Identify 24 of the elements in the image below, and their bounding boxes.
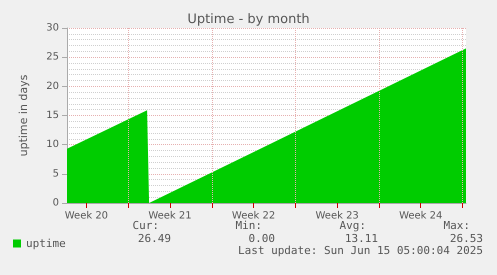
text: Min: <box>236 219 262 232</box>
y-tick-label: 15 <box>46 110 59 121</box>
y-tick-label: 10 <box>46 139 59 150</box>
x-tick-label: Week 22 <box>232 210 276 222</box>
y-tick-label: 0 <box>52 198 59 208</box>
legend-label: uptime <box>26 237 66 250</box>
y-tick-label: 30 <box>46 22 59 34</box>
text: 26.53 <box>450 232 483 245</box>
text: 26.49 <box>138 232 171 245</box>
x-tick-label: Week 24 <box>399 210 442 222</box>
y-tick-label: 5 <box>52 168 59 180</box>
y-axis-title: uptime in days <box>17 74 30 156</box>
x-tick-label: Week 20 <box>64 210 108 222</box>
x-tick-label: Week 23 <box>315 210 359 222</box>
y-tick-label: 20 <box>46 80 59 92</box>
text: 0.00 <box>248 232 275 245</box>
x-tick-label: Week 21 <box>148 210 192 222</box>
chart-title: Uptime - by month <box>187 12 310 27</box>
text: Avg: <box>340 219 366 232</box>
text: 13.11 <box>344 232 378 245</box>
y-tick-label: 25 <box>46 52 59 63</box>
text: Max: <box>444 219 470 232</box>
text: Cur: <box>132 219 159 232</box>
text: Last update: Sun Jun 15 05:00:04 2025 <box>238 244 483 257</box>
